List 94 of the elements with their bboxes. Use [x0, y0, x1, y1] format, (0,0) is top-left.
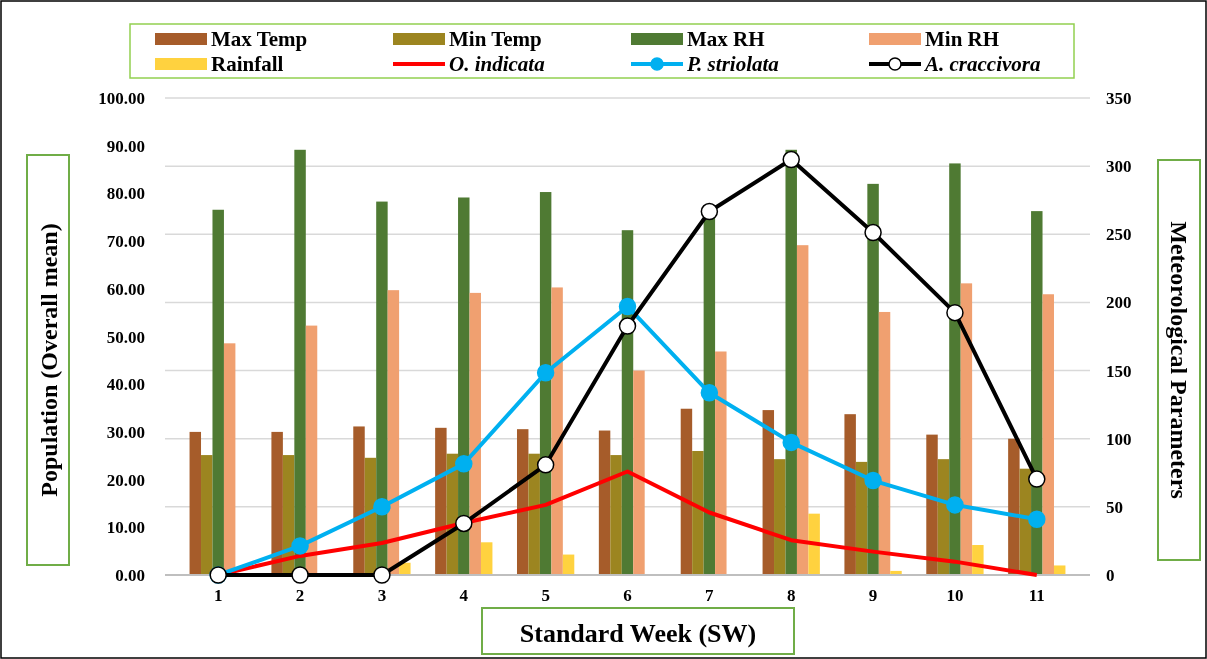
y2-tick-label: 350: [1106, 89, 1132, 108]
bar: [271, 431, 283, 575]
y-tick-label: 90.00: [106, 136, 145, 156]
point: [618, 297, 637, 316]
legend-label: O. indicata: [449, 52, 545, 76]
y2-tick-label: 150: [1106, 361, 1132, 381]
bar: [353, 426, 365, 575]
point: [536, 364, 555, 382]
bar: [1031, 211, 1043, 575]
legend-label: Min Temp: [449, 27, 542, 51]
point: [946, 496, 964, 514]
x-tick-label: 6: [623, 586, 632, 605]
point: [782, 433, 800, 452]
y-tick-label: 50.00: [106, 327, 145, 347]
point: [700, 202, 719, 221]
bar: [201, 455, 213, 575]
point: [455, 514, 473, 533]
point: [782, 150, 800, 169]
bar: [458, 197, 470, 575]
bar: [785, 149, 797, 575]
bar: [305, 325, 318, 575]
legend-label: Max RH: [687, 27, 765, 51]
y-tick-label: 20.00: [106, 470, 145, 490]
x-tick-label: 1: [213, 586, 223, 605]
bar: [949, 163, 961, 575]
x-tick-label: 5: [541, 586, 550, 605]
y-tick-label: 0.00: [115, 566, 145, 585]
point: [291, 566, 309, 584]
bar: [774, 459, 786, 575]
x-tick-label: 7: [705, 586, 715, 605]
point: [455, 455, 473, 473]
bar: [878, 311, 891, 575]
bar: [762, 410, 775, 575]
bar: [469, 292, 481, 575]
bar: [808, 513, 820, 575]
y2-tick-label: 250: [1106, 225, 1132, 245]
x-tick-label: 8: [786, 586, 796, 605]
point: [618, 317, 637, 335]
x-tick-label: 2: [295, 586, 305, 605]
point: [373, 498, 391, 516]
bar: [435, 427, 447, 575]
bar: [610, 455, 622, 575]
point: [700, 384, 719, 402]
bar: [598, 430, 611, 575]
y-tick-label: 70.00: [106, 232, 145, 252]
x-tick-label: 11: [1028, 586, 1045, 605]
y-axis-title: Population (Overall mean): [36, 223, 62, 497]
bar: [528, 453, 540, 575]
bar: [387, 290, 400, 575]
y2-tick-label: 100: [1106, 429, 1132, 449]
point: [1028, 470, 1046, 488]
bar: [189, 431, 202, 575]
point: [1028, 510, 1046, 528]
bar: [680, 408, 693, 575]
point: [864, 471, 882, 490]
y-tick-label: 10.00: [106, 518, 145, 538]
legend-label: Min RH: [925, 27, 1000, 51]
point: [291, 537, 309, 555]
bar: [703, 217, 716, 575]
x-tick-label: 3: [377, 586, 387, 605]
y-tick-label: 30.00: [106, 422, 145, 442]
y2-tick-label: 200: [1106, 293, 1132, 313]
legend-label: P. striolata: [686, 52, 779, 76]
y2-axis-title: Meteorological Parameters: [1166, 221, 1192, 499]
legend-label: A. craccivora: [923, 52, 1041, 76]
bar: [1008, 438, 1020, 575]
bar: [844, 414, 856, 575]
x-axis-title: Standard Week (SW): [519, 619, 757, 648]
legend-label: Rainfall: [211, 52, 284, 76]
bar: [633, 370, 645, 575]
bar: [480, 542, 493, 575]
bar: [715, 351, 727, 575]
bar: [516, 429, 529, 575]
x-tick-label: 10: [946, 586, 964, 605]
point: [946, 303, 964, 322]
bar: [926, 434, 938, 575]
x-tick-label: 9: [868, 586, 878, 605]
point: [373, 566, 391, 584]
y2-tick-label: 50: [1106, 497, 1123, 517]
y2-tick-label: 300: [1106, 157, 1132, 177]
y-tick-label: 40.00: [106, 375, 145, 395]
y-tick-label: 60.00: [106, 279, 145, 299]
bar: [796, 245, 809, 575]
y-tick-label: 80.00: [106, 184, 145, 204]
point: [864, 223, 882, 242]
bar: [1053, 565, 1066, 575]
point: [536, 456, 555, 474]
x-tick-label: 4: [459, 586, 469, 605]
legend-label: Max Temp: [211, 27, 308, 51]
y-tick-label: 100.00: [98, 89, 145, 108]
bar: [692, 450, 704, 575]
bar: [551, 287, 563, 575]
y2-tick-label: 0: [1106, 566, 1115, 585]
bar: [1042, 294, 1054, 575]
